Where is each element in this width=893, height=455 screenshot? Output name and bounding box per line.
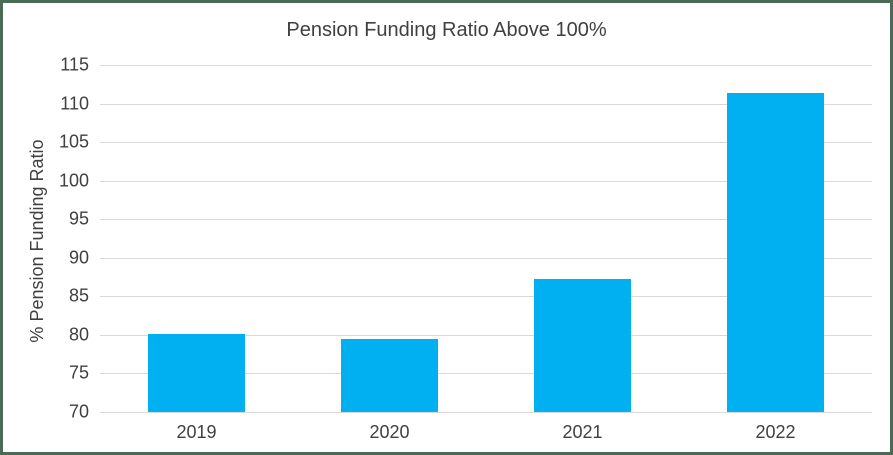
y-tick-label-95: 95 bbox=[68, 208, 89, 229]
gridline-115 bbox=[100, 65, 872, 66]
x-tick-label-2022: 2022 bbox=[755, 422, 796, 442]
gridline-100 bbox=[100, 180, 872, 182]
gridline-80 bbox=[100, 334, 872, 336]
chart-title: Pension Funding Ratio Above 100% bbox=[286, 19, 607, 41]
y-tick-label-75: 75 bbox=[68, 362, 89, 383]
gridline-90 bbox=[100, 257, 872, 259]
gridline-105 bbox=[100, 142, 872, 144]
x-tick-label-2021: 2021 bbox=[562, 422, 603, 442]
plot-area bbox=[100, 65, 872, 413]
y-tick-label-115: 115 bbox=[60, 54, 89, 75]
y-tick-label-80: 80 bbox=[68, 324, 89, 345]
gridline-70 bbox=[100, 412, 872, 413]
gridline-110 bbox=[100, 103, 872, 105]
y-tick-label-110: 110 bbox=[60, 93, 89, 114]
gridline-95 bbox=[100, 219, 872, 221]
gridline-85 bbox=[100, 296, 872, 298]
gridline-75 bbox=[100, 373, 872, 375]
bar-2019 bbox=[148, 334, 245, 412]
x-tick-label-2020: 2020 bbox=[369, 422, 410, 442]
y-tick-label-100: 100 bbox=[58, 170, 89, 191]
x-tick-label-2019: 2019 bbox=[176, 422, 217, 442]
y-tick-label-85: 85 bbox=[68, 285, 89, 306]
bar-2021 bbox=[534, 278, 631, 412]
y-tick-label-105: 105 bbox=[58, 131, 89, 152]
bar-2020 bbox=[341, 338, 438, 412]
y-tick-label-90: 90 bbox=[68, 247, 89, 268]
y-tick-label-70: 70 bbox=[68, 401, 89, 422]
bar-2022 bbox=[727, 92, 824, 412]
